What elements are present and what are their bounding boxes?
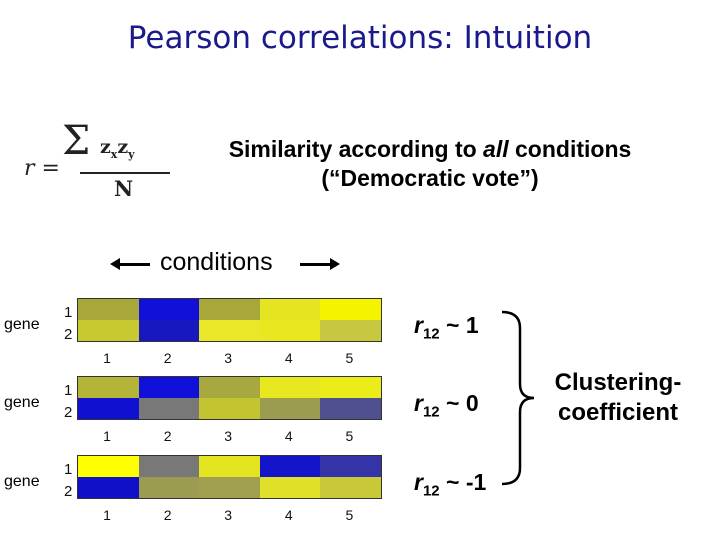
row-label: 1 (64, 382, 73, 399)
heatmap-cell (78, 377, 139, 398)
correlation-value: r12 ~ -1 (414, 469, 487, 500)
x-tick-label: 5 (345, 350, 354, 366)
x-tick-label: 2 (163, 507, 172, 523)
heatmap-cell (199, 320, 260, 341)
row-label: 2 (64, 404, 73, 421)
correlation-value: r12 ~ 0 (414, 390, 479, 421)
correlation-value: r12 ~ 1 (414, 312, 479, 343)
fraction-bar (80, 172, 170, 174)
x-tick-label: 3 (224, 428, 233, 444)
heatmap-cell (199, 299, 260, 320)
gene-label: gene (4, 473, 40, 490)
heatmap-cell (259, 477, 321, 498)
heatmap-panel-3: gene 1 2 1 2 3 4 5 r12 ~ -1 (0, 455, 486, 535)
x-tick-label: 5 (345, 428, 354, 444)
x-tick-label: 3 (224, 350, 233, 366)
heatmap-cell (78, 398, 139, 419)
heatmap-cell (320, 377, 381, 398)
formula-numerator: zxzy (100, 136, 135, 161)
clustering-line-2: coefficient (557, 399, 679, 426)
heatmap-cell (78, 456, 139, 477)
x-tick-label: 2 (163, 350, 172, 366)
x-tick-label: 1 (103, 350, 111, 366)
heatmap-cell (199, 456, 260, 477)
heatmap-cell (259, 377, 321, 398)
heatmap-cell (199, 477, 260, 498)
heatmap-cell (199, 377, 260, 398)
pearson-formula: r = Σ zxzy N (22, 118, 170, 204)
row-label: 1 (64, 304, 73, 321)
heatmap-panel-2: gene 1 2 1 2 3 4 5 r12 ~ 0 (0, 376, 479, 456)
gene-label: gene (4, 394, 40, 411)
conditions-label: conditions (160, 248, 273, 276)
slide-title: Pearson correlations: Intuition (127, 20, 593, 56)
x-tick-label: 4 (284, 507, 293, 523)
similarity-text: Similarity according to all conditions (… (160, 135, 700, 193)
arrow-left-icon (110, 258, 150, 270)
row-label: 2 (64, 326, 73, 343)
heatmap-grid (77, 298, 382, 342)
sum-symbol: Σ (62, 118, 91, 164)
heatmap-cell (78, 299, 139, 320)
heatmap-cell (320, 477, 381, 498)
heatmap-cell (259, 456, 321, 477)
heatmap-cell (320, 456, 381, 477)
row-label: 2 (64, 483, 73, 500)
heatmap-cell (199, 398, 260, 419)
heatmap-cell (320, 398, 381, 419)
x-tick-label: 2 (163, 428, 172, 444)
formula-lhs: r = (24, 156, 60, 181)
heatmap-panel-1: gene 1 2 1 2 3 4 5 r12 ~ 1 (0, 298, 479, 378)
heatmap-grid (77, 455, 382, 499)
right-brace-icon (501, 310, 535, 486)
similarity-line-1: Similarity according to all conditions (228, 136, 632, 162)
x-tick-label: 5 (345, 507, 354, 523)
row-label: 1 (64, 461, 73, 478)
heatmap-cell (320, 320, 381, 341)
heatmap-grid (77, 376, 382, 420)
heatmap-cell (259, 320, 321, 341)
heatmap-cell (138, 398, 200, 419)
conditions-axis: conditions (110, 248, 340, 280)
clustering-line-1: Clustering- (554, 369, 682, 396)
heatmap-cell (320, 299, 381, 320)
heatmap-cell (138, 477, 200, 498)
similarity-line-2: (“Democratic vote”) (321, 165, 539, 191)
heatmap-cell (259, 299, 321, 320)
formula-denominator: N (114, 176, 134, 201)
x-tick-label: 3 (224, 507, 233, 523)
heatmap-cell (138, 299, 200, 320)
heatmap-cell (78, 477, 139, 498)
gene-label: gene (4, 316, 40, 333)
arrow-right-icon (300, 258, 340, 270)
clustering-coefficient-label: Clustering- coefficient (538, 368, 698, 428)
x-tick-label: 1 (103, 507, 111, 523)
x-tick-label: 4 (284, 350, 293, 366)
heatmap-cell (138, 377, 200, 398)
heatmap-cell (138, 320, 200, 341)
heatmap-cell (78, 320, 139, 341)
x-tick-label: 1 (103, 428, 111, 444)
heatmap-cell (259, 398, 321, 419)
heatmap-cell (138, 456, 200, 477)
x-tick-label: 4 (284, 428, 293, 444)
